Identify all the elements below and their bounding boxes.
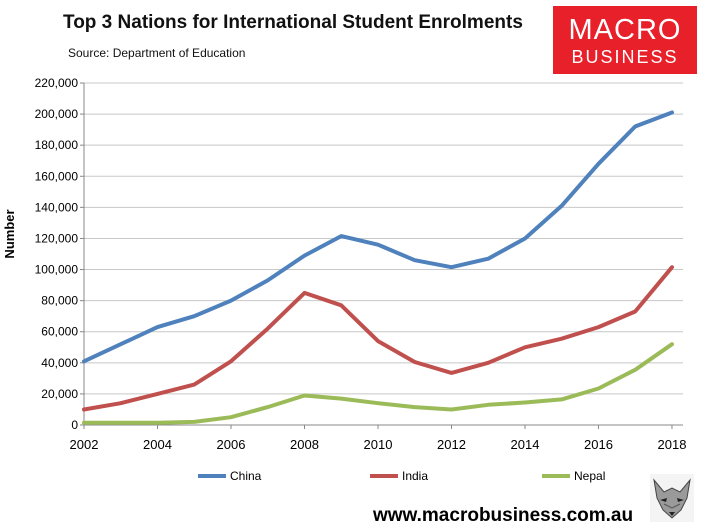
x-tick-label: 2004 [143,437,172,452]
x-tick-label: 2002 [70,437,99,452]
y-tick-label: 220,000 [35,76,79,90]
footer-url: www.macrobusiness.com.au [373,505,634,526]
logo-line-business: BUSINESS [571,47,679,67]
y-tick-label: 80,000 [41,294,78,308]
legend-label-nepal: Nepal [574,469,605,483]
legend-label-china: China [230,469,262,483]
x-tick-label: 2014 [511,437,540,452]
line-chart: 0 20,000 40,000 60,000 80,000 100,000 120,000 1… [2,76,687,483]
x-tick-label: 2012 [437,437,466,452]
y-tick-label: 180,000 [35,138,79,152]
x-tick-label: 2018 [658,437,687,452]
y-tick-label: 20,000 [41,387,78,401]
logo-line-macro: MACRO [568,14,682,46]
x-tick-label: 2016 [584,437,613,452]
chart-source: Source: Department of Education [68,46,246,60]
series-line-china [82,110,674,364]
y-tick-label: 120,000 [35,231,79,245]
series-line-india [82,265,674,412]
y-tick-label: 0 [71,418,78,432]
y-tick-label: 140,000 [35,200,79,214]
y-tick-label: 200,000 [35,107,79,121]
fox-logo-icon [650,474,694,522]
x-tick-label: 2010 [364,437,393,452]
legend-label-india: India [402,469,428,483]
y-tick-label: 100,000 [35,263,79,277]
y-tick-label: 60,000 [41,325,78,339]
y-tick-label: 160,000 [35,169,79,183]
macrobusiness-logo: MACRO BUSINESS [553,6,697,74]
series-line-nepal [82,342,674,425]
y-axis-label: Number [2,209,17,258]
y-tick-label: 40,000 [41,356,78,370]
x-tick-label: 2006 [217,437,246,452]
legend: China India Nepal [198,469,605,483]
gridlines [84,82,683,395]
x-tick-label: 2008 [290,437,319,452]
chart-title: Top 3 Nations for International Student … [63,12,523,33]
axes: 0 20,000 40,000 60,000 80,000 100,000 120,000 1… [35,76,687,452]
series-lines [82,110,674,425]
